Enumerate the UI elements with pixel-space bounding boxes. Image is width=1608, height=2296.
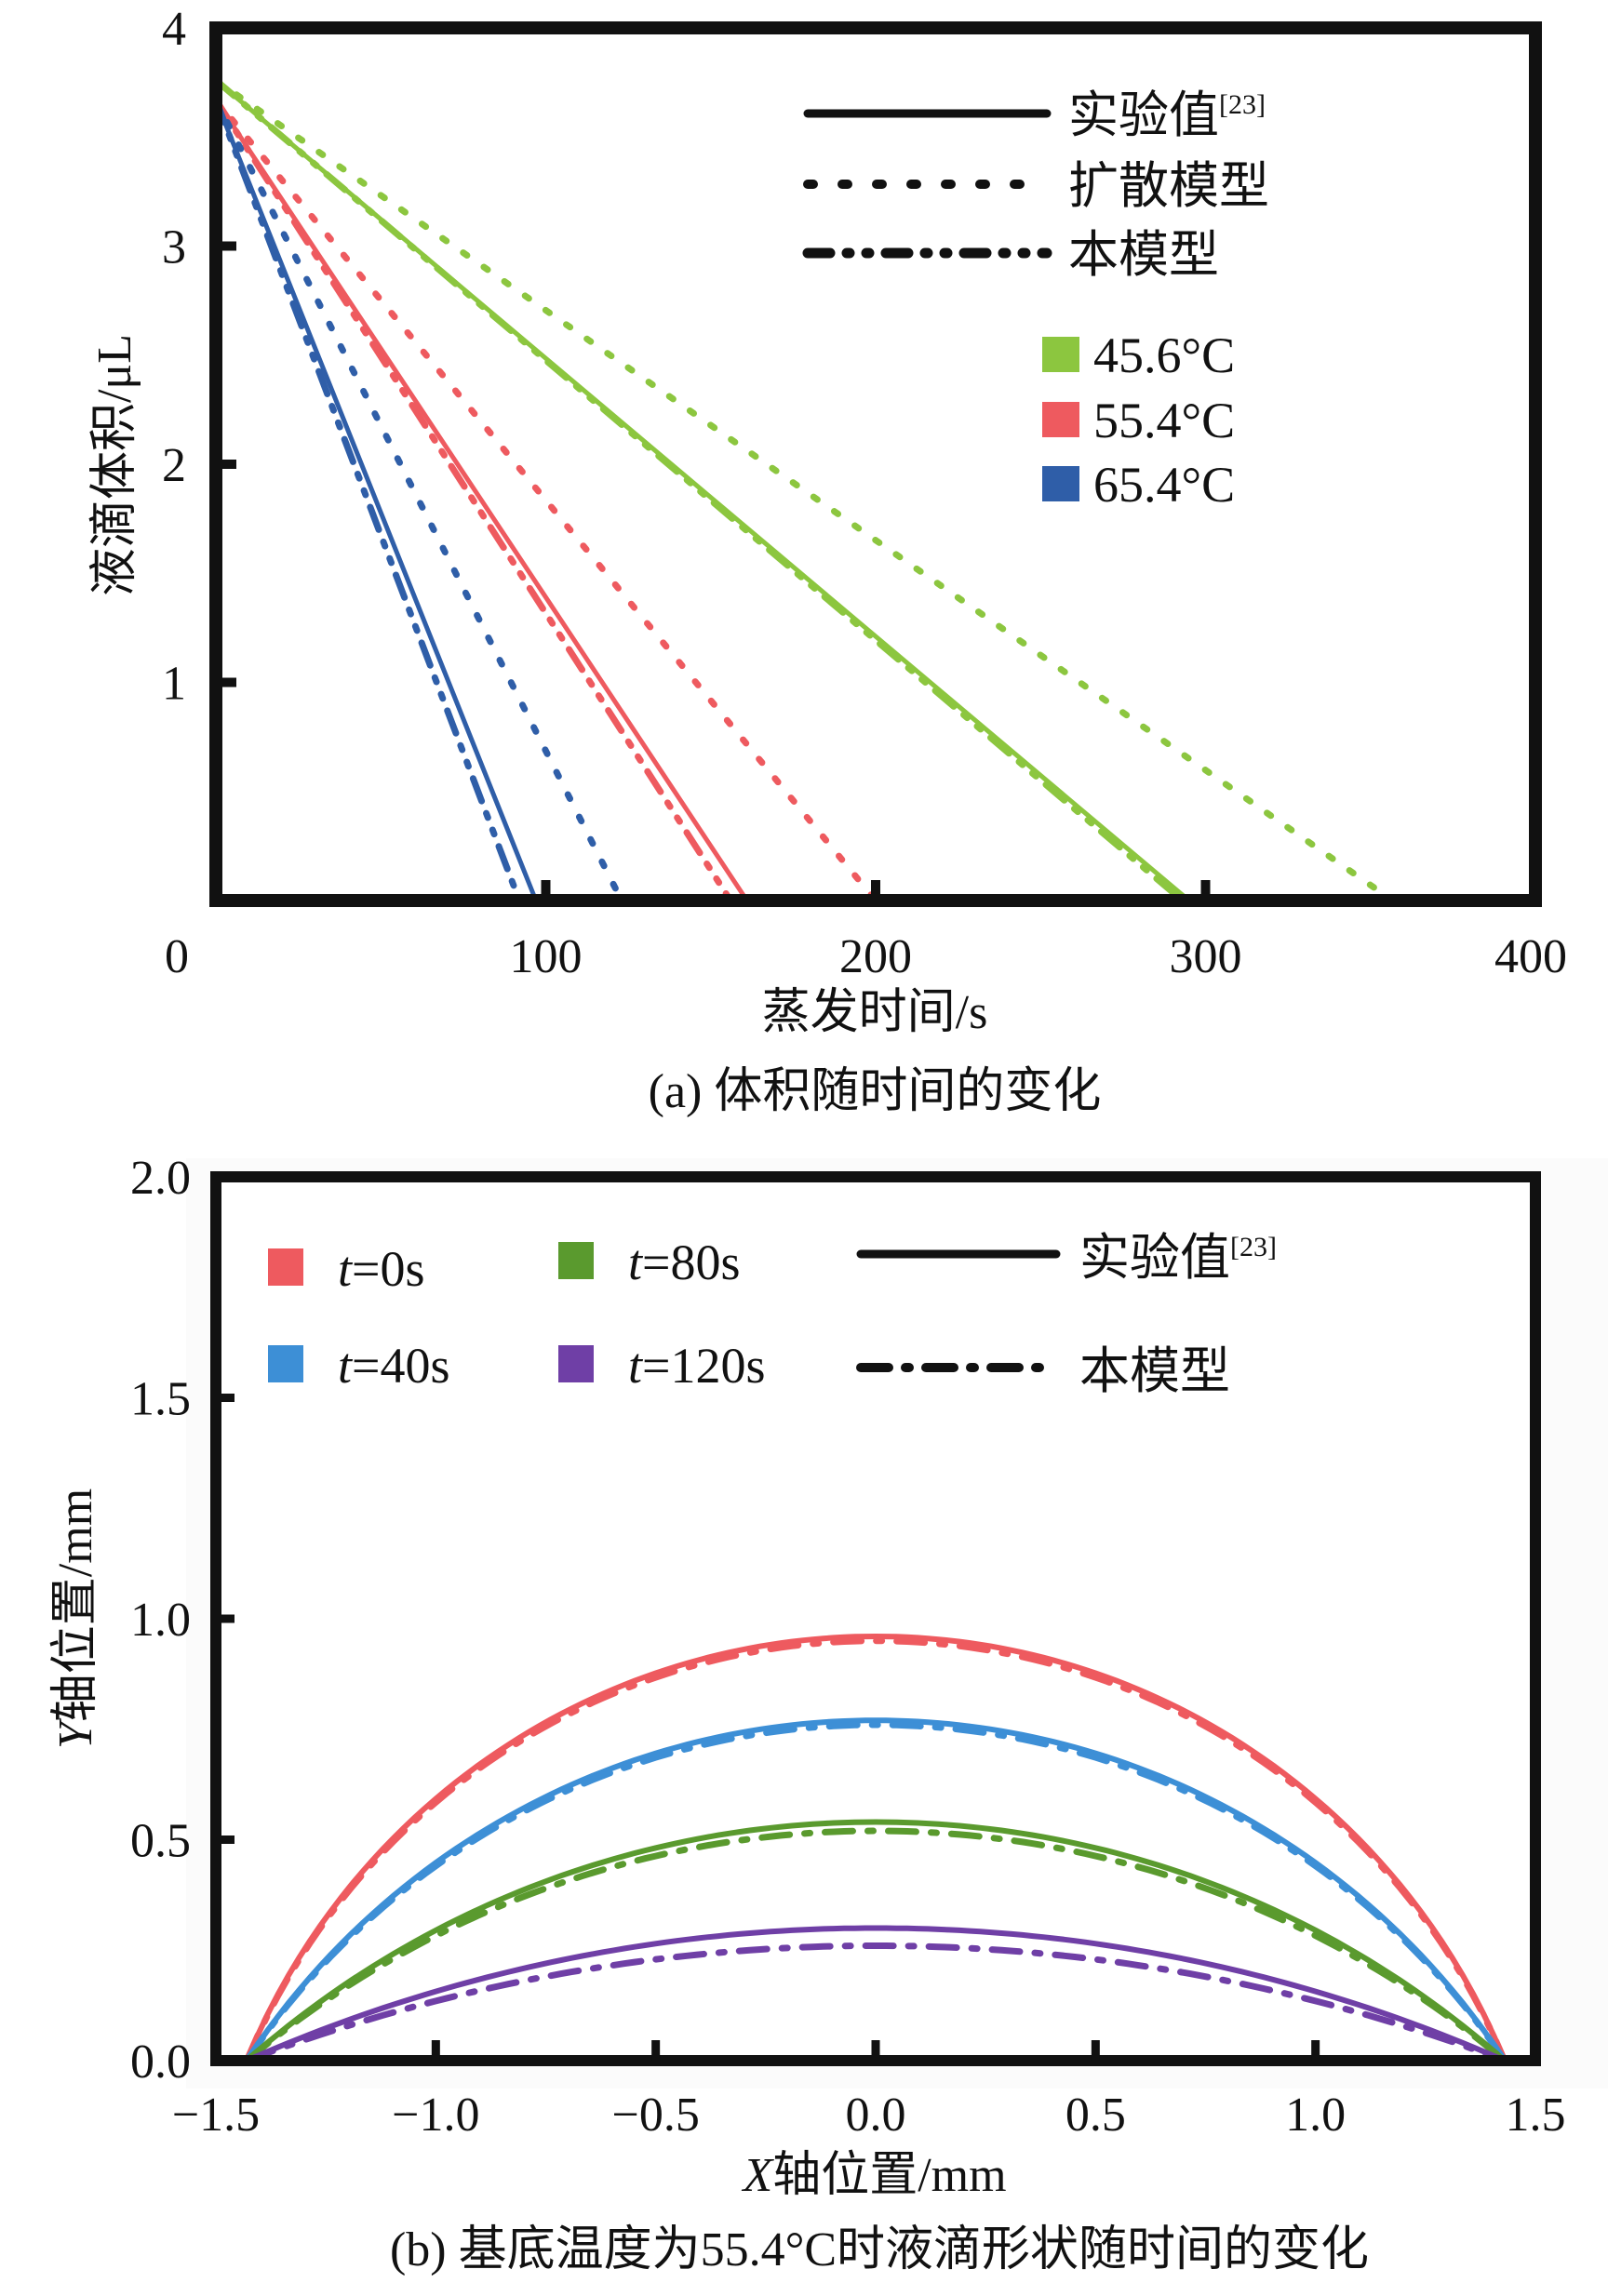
chart-b-color-legend-text: =40s	[352, 1338, 449, 1394]
chart-a-color-legend-swatch-0	[1042, 337, 1079, 372]
chart-a-series-line-2	[212, 76, 1186, 904]
chart-a-series-line-1	[212, 76, 1381, 893]
chart-a-ticks	[216, 241, 1211, 901]
chart-b-color-legend-label-0: t=0s	[338, 1241, 424, 1297]
chart-a-volume-vs-time: 0 100 200 300 400 1 2 3 4 蒸发时间/s 液滴体积/μL (a) 体积随…	[88, 3, 1567, 1118]
chart-a-color-legend-swatch-1	[1042, 402, 1079, 437]
chart-b-ytick-label: 0.0	[130, 2036, 191, 2089]
chart-a-tick-labels: 0 100 200 300 400 1 2 3 4	[162, 3, 1567, 983]
chart-a-style-legend-label-1: 扩散模型	[1068, 158, 1269, 214]
chart-a-style-legend-label-2: 本模型	[1068, 227, 1219, 283]
chart-b-series-group	[243, 1633, 1508, 2064]
chart-a-color-legend-label-1: 55.4°C	[1093, 393, 1235, 448]
chart-b-xtick-label: 0.0	[846, 2089, 906, 2142]
chart-a-frame	[209, 21, 1542, 907]
chart-b-style-legend-superscript: [23]	[1230, 1232, 1277, 1262]
chart-b-style-legend: 实验值[23] 本模型	[856, 1230, 1277, 1399]
chart-b-ytick-label: 2.0	[130, 1152, 191, 1205]
chart-a-ylabel: 液滴体积/μL	[88, 334, 141, 596]
chart-a-color-legend: 45.6°C 55.4°C 65.4°C	[1042, 327, 1235, 513]
chart-b-series-line-5	[243, 1827, 1508, 2064]
chart-b-xtick-label: −1.5	[172, 2089, 260, 2142]
chart-a-caption: (a) 体积随时间的变化	[649, 1065, 1102, 1118]
chart-b-color-legend-italic: t	[338, 1338, 354, 1394]
chart-b-color-legend-text: =80s	[642, 1235, 740, 1290]
chart-a-xtick-label: 0	[165, 930, 189, 983]
chart-b-color-legend-swatch-1	[268, 1345, 303, 1382]
chart-a-series-line-7	[212, 96, 625, 904]
chart-b-series-line-4	[244, 1819, 1508, 2063]
chart-a-style-legend-text: 扩散模型	[1068, 158, 1269, 214]
chart-b-ylabel: Y轴位置/mm	[49, 1488, 102, 1749]
chart-b-color-legend-italic: t	[628, 1235, 644, 1290]
chart-a-xlabel: 蒸发时间/s	[762, 986, 988, 1039]
chart-b-style-legend-label-1: 本模型	[1079, 1343, 1230, 1399]
chart-b-xtick-label: −1.0	[392, 2089, 479, 2142]
chart-b-xlabel-italic: X	[741, 2149, 774, 2202]
chart-a-style-legend-label-0: 实验值[23]	[1068, 87, 1266, 143]
chart-a-color-legend-label-2: 65.4°C	[1093, 457, 1235, 513]
chart-a-xtick-label: 300	[1170, 930, 1242, 983]
chart-a-xtick-label: 100	[510, 930, 583, 983]
chart-b-style-legend-text: 实验值	[1079, 1230, 1230, 1286]
chart-a-color-legend-swatch-2	[1042, 466, 1079, 501]
chart-b-color-legend-swatch-2	[558, 1242, 594, 1279]
chart-a-ytick-label: 1	[162, 658, 186, 711]
chart-b-xtick-label: 0.5	[1065, 2089, 1126, 2142]
chart-a-series-line-8	[212, 96, 523, 904]
chart-b-ytick-label: 0.5	[130, 1815, 191, 1868]
chart-b-color-legend-label-1: t=40s	[338, 1338, 449, 1394]
chart-b-ylabel-italic: Y	[49, 1717, 102, 1749]
chart-b-ylabel-text: 轴位置/mm	[49, 1488, 102, 1722]
chart-a-xtick-label: 400	[1494, 930, 1567, 983]
chart-b-color-legend-swatch-3	[558, 1345, 594, 1382]
chart-b-color-legend-text: =120s	[642, 1338, 765, 1394]
chart-b-color-legend-label-3: t=120s	[628, 1338, 765, 1394]
chart-b-caption: (b) 基底温度为55.4°C时液滴形状随时间的变化	[390, 2223, 1369, 2276]
chart-a-series-line-5	[212, 96, 734, 904]
chart-b-ticks	[216, 1394, 1320, 2061]
chart-a-color-legend-label-0: 45.6°C	[1093, 327, 1235, 383]
chart-b-color-legend-italic: t	[338, 1241, 354, 1297]
chart-b-xtick-label: −0.5	[612, 2089, 700, 2142]
chart-b-ytick-label: 1.5	[130, 1373, 191, 1426]
chart-b-series-line-1	[243, 1637, 1508, 2064]
chart-a-style-legend-text: 实验值	[1068, 87, 1219, 143]
chart-b-ytick-label: 1.0	[130, 1594, 191, 1647]
chart-b-color-legend-swatch-0	[268, 1248, 303, 1286]
chart-a-ytick-label: 2	[162, 439, 186, 492]
chart-b-series-line-7	[243, 1942, 1508, 2064]
chart-a-style-legend-text: 本模型	[1068, 227, 1219, 283]
chart-b-color-legend-label-2: t=80s	[628, 1235, 740, 1290]
chart-b-xlabel: X轴位置/mm	[741, 2149, 1006, 2202]
chart-a-style-legend-superscript: [23]	[1219, 89, 1266, 120]
chart-b-tick-labels: −1.5 −1.0 −0.5 0.0 0.5 1.0 1.5 0.0 0.5 1.0 1.5 2.0	[130, 1152, 1566, 2142]
chart-b-xlabel-text: 轴位置/mm	[772, 2149, 1006, 2202]
chart-b-plot-area	[216, 1177, 1535, 2061]
chart-a-series-line-4	[212, 96, 879, 904]
chart-a-ytick-label: 4	[162, 3, 186, 56]
chart-b-style-legend-text: 本模型	[1079, 1343, 1230, 1399]
chart-a-series-group	[212, 76, 1381, 904]
chart-b-series-line-3	[243, 1721, 1508, 2064]
chart-a-xtick-label: 200	[839, 930, 912, 983]
chart-a-ytick-label: 3	[162, 221, 186, 274]
chart-b-color-legend-text: =0s	[352, 1241, 424, 1297]
chart-b-droplet-shape: −1.5 −1.0 −0.5 0.0 0.5 1.0 1.50.00.51.01.52.0 …	[49, 1152, 1608, 2276]
chart-b-color-legend-italic: t	[628, 1338, 644, 1394]
chart-b-xtick-label: 1.0	[1285, 2089, 1346, 2142]
chart-b-xtick-label: 1.5	[1506, 2089, 1566, 2142]
chart-b-style-legend-label-0: 实验值[23]	[1079, 1230, 1277, 1286]
chart-b-series-line-6	[244, 1925, 1508, 2063]
